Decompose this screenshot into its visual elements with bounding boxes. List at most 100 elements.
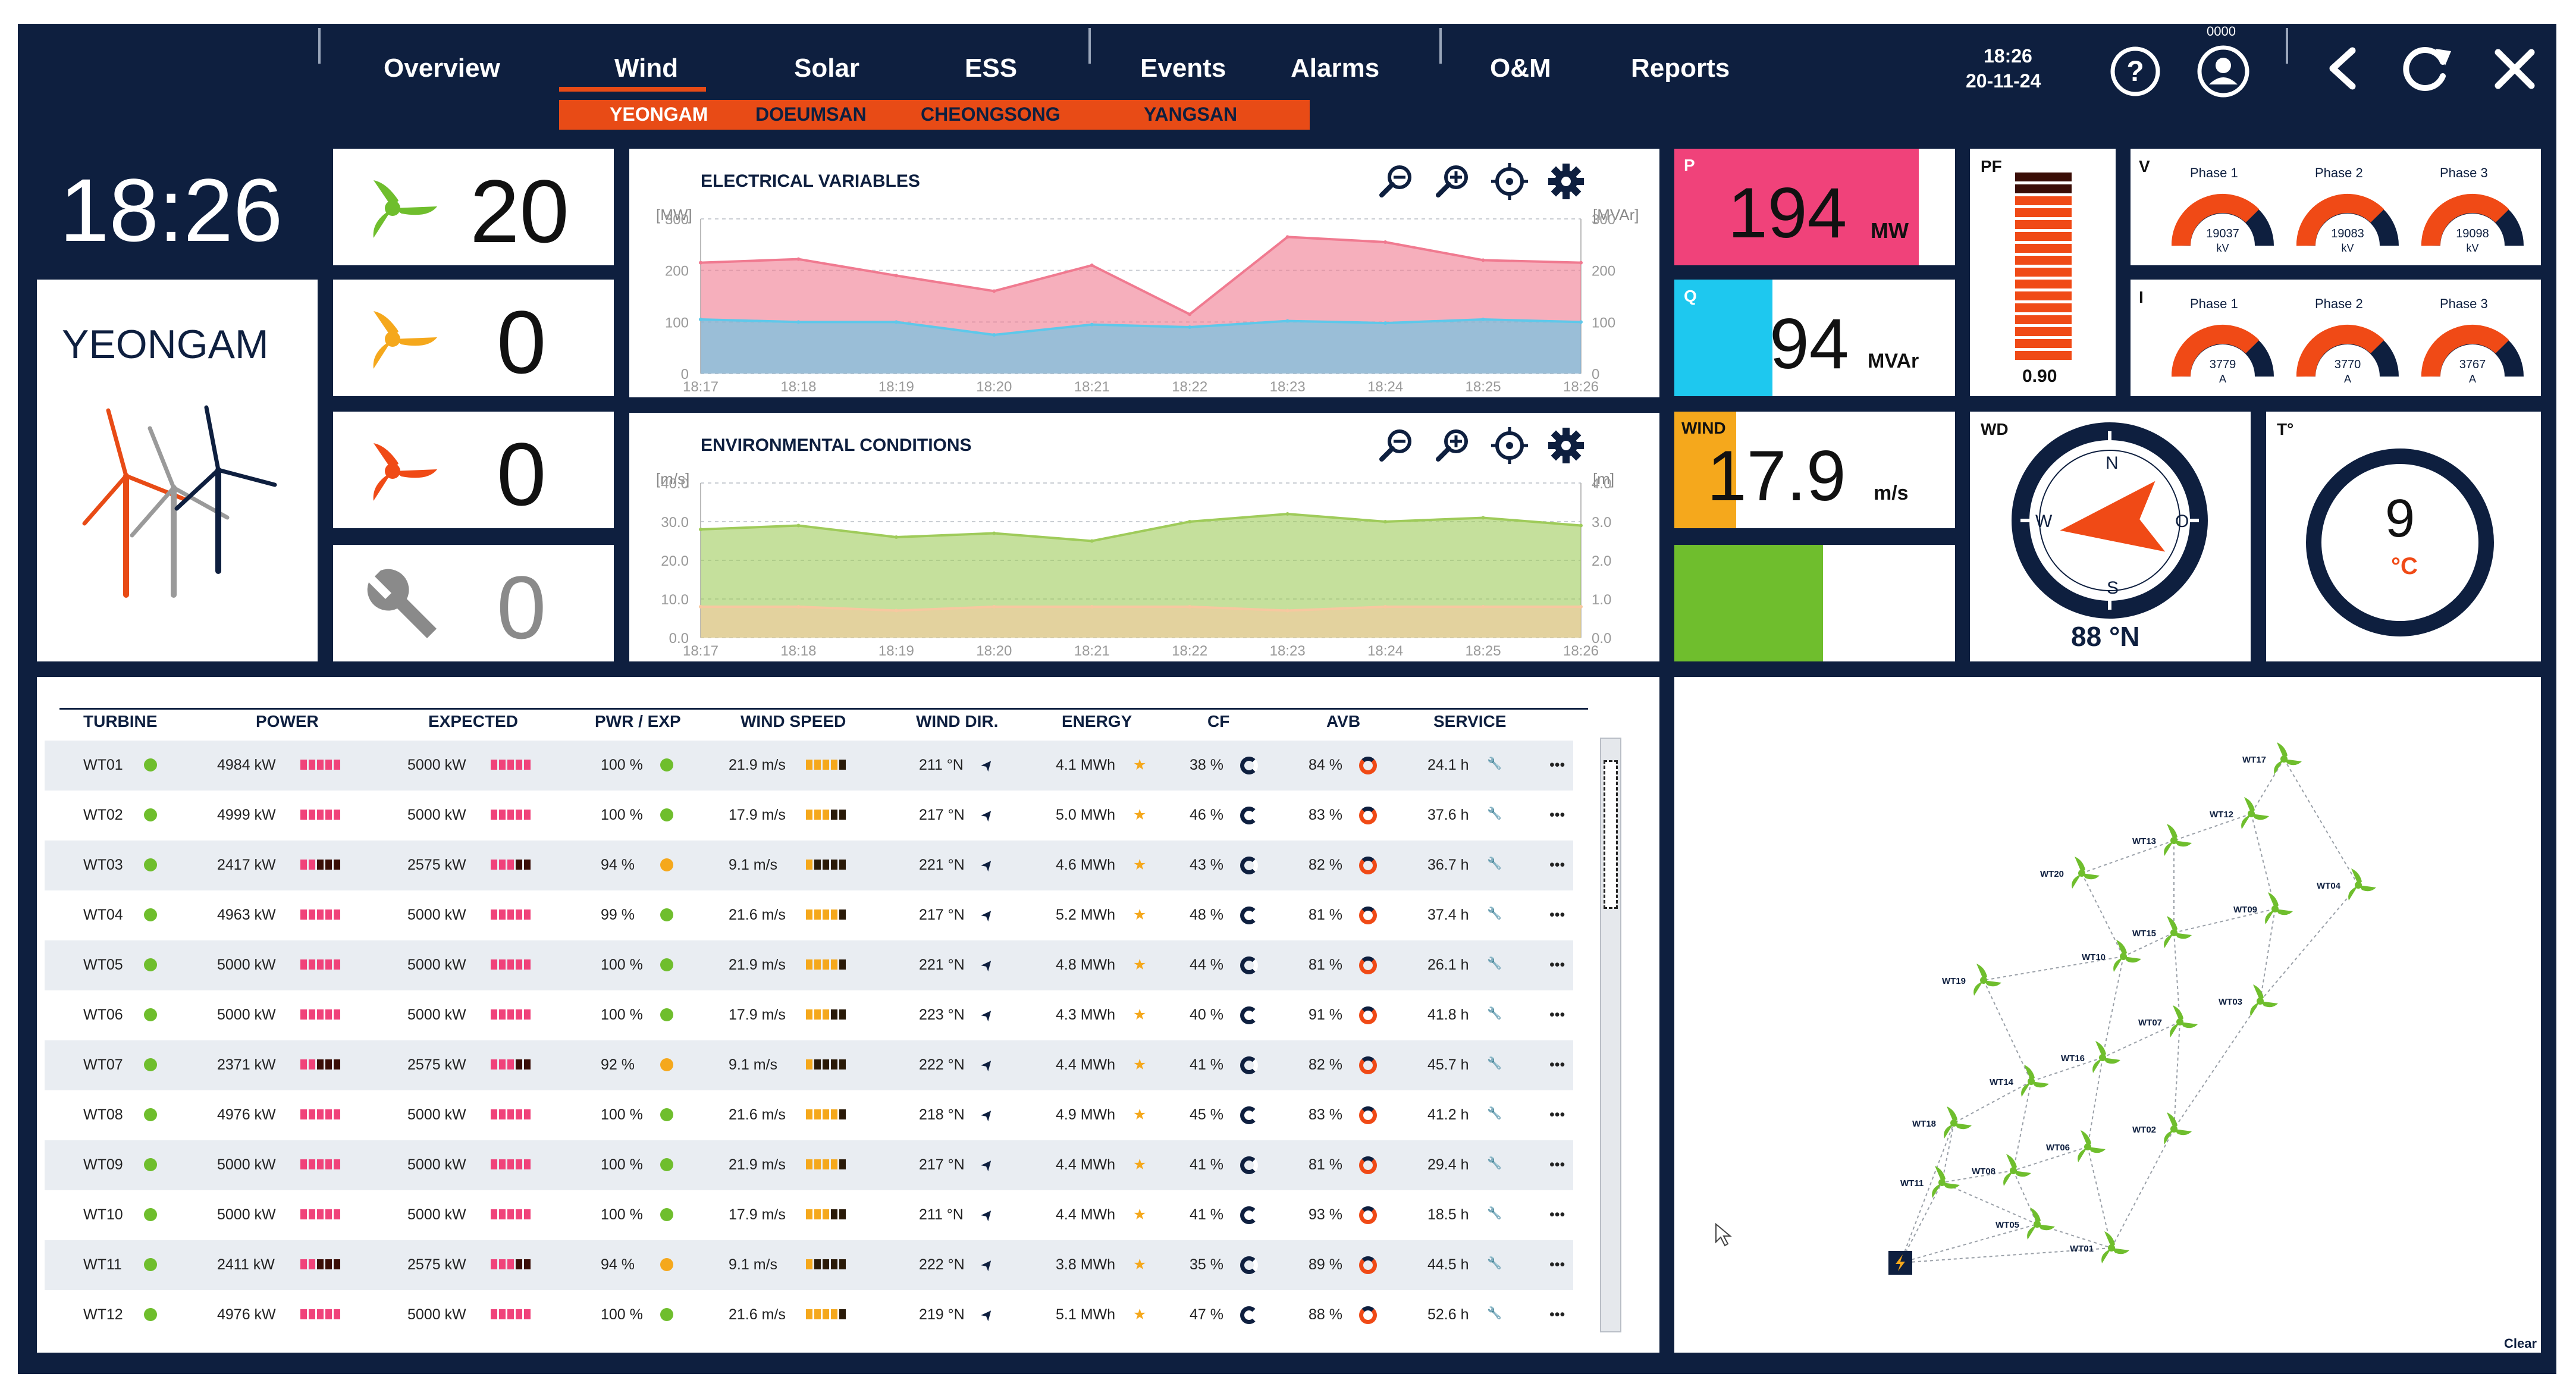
table-row[interactable]: WT01 4984 kW 5000 kW 100 % 21.9 m/s 211 °N ➤ 4.… (45, 741, 1573, 791)
active-power-unit: MW (1871, 218, 1909, 243)
row-menu-icon[interactable]: ••• (1549, 1306, 1565, 1323)
table-row[interactable]: WT12 4976 kW 5000 kW 100 % 21.6 m/s 219 °N ➤ 5.… (45, 1290, 1573, 1340)
bar-segment (309, 1259, 315, 1270)
table-header-cell[interactable]: SERVICE (1433, 712, 1507, 730)
table-scrollbar-thumb[interactable] (1604, 760, 1618, 909)
nav-overview[interactable]: Overview (384, 54, 500, 83)
map-turbine-icon[interactable]: WT18 (1912, 1106, 1972, 1138)
power-bars (300, 1159, 342, 1170)
status-maintenance-panel[interactable]: 0 (333, 545, 614, 661)
table-row[interactable]: WT07 2371 kW 2575 kW 92 % 9.1 m/s 222 °N ➤ 4.4 … (45, 1040, 1573, 1090)
nav-ess[interactable]: ESS (965, 54, 1018, 83)
row-menu-icon[interactable]: ••• (1549, 757, 1565, 773)
subnav-cheongsong[interactable]: CHEONGSONG (921, 104, 1060, 125)
help-icon[interactable]: ? (2109, 45, 2162, 98)
user-icon[interactable] (2195, 43, 2252, 100)
zoom-out-icon[interactable] (1376, 425, 1417, 466)
zoom-in-icon[interactable] (1432, 425, 1474, 466)
status-fault-panel[interactable]: 0 (333, 412, 614, 528)
table-row[interactable]: WT05 5000 kW 5000 kW 100 % 21.9 m/s 221 °N ➤ 4.… (45, 940, 1573, 990)
map-turbine-icon[interactable]: WT03 (2219, 984, 2278, 1017)
map-turbine-icon[interactable]: WT14 (1990, 1065, 2049, 1097)
row-menu-icon[interactable]: ••• (1549, 1006, 1565, 1023)
status-running-panel[interactable]: 20 (333, 149, 614, 265)
table-header-cell[interactable]: ENERGY (1062, 712, 1132, 730)
row-menu-icon[interactable]: ••• (1549, 1056, 1565, 1073)
row-menu-icon[interactable]: ••• (1549, 807, 1565, 823)
map-turbine-icon[interactable]: WT10 (2082, 940, 2141, 972)
map-clear-button[interactable]: Clear (2504, 1336, 2537, 1351)
table-header-cell[interactable]: WIND SPEED (741, 712, 846, 730)
table-row[interactable]: WT02 4999 kW 5000 kW 100 % 17.9 m/s 217 °N ➤ 5.… (45, 791, 1573, 840)
row-menu-icon[interactable]: ••• (1549, 907, 1565, 923)
map-turbine-icon[interactable]: WT04 (2317, 868, 2376, 901)
nav-wind[interactable]: Wind (614, 54, 679, 83)
table-row[interactable]: WT06 5000 kW 5000 kW 100 % 17.9 m/s 223 °N ➤ 4.… (45, 990, 1573, 1040)
nav-solar[interactable]: Solar (794, 54, 860, 83)
back-icon[interactable] (2320, 45, 2367, 92)
map-turbine-icon[interactable]: WT02 (2132, 1112, 2192, 1144)
nav-om[interactable]: O&M (1490, 54, 1551, 83)
zoom-out-icon[interactable] (1376, 161, 1417, 202)
close-icon[interactable] (2492, 46, 2537, 92)
avb-ring-icon (1359, 807, 1377, 824)
table-header-cell[interactable]: CF (1207, 712, 1230, 730)
zoom-in-icon[interactable] (1432, 161, 1474, 202)
target-icon[interactable] (1489, 425, 1530, 466)
bar-segment (300, 1009, 307, 1020)
row-menu-icon[interactable]: ••• (1549, 857, 1565, 873)
refresh-icon[interactable] (2400, 43, 2453, 94)
map-turbine-icon[interactable]: WT13 (2132, 824, 2192, 856)
site-subnav (559, 100, 1310, 130)
bar-segment (317, 909, 324, 920)
map-turbine-icon[interactable]: WT07 (2138, 1005, 2198, 1037)
map-turbine-icon[interactable]: WT08 (1972, 1154, 2031, 1186)
table-row[interactable]: WT04 4963 kW 5000 kW 99 % 21.6 m/s 217 °N ➤ 5.2… (45, 890, 1573, 940)
map-turbine-icon[interactable]: WT19 (1942, 964, 2001, 996)
table-row[interactable]: WT09 5000 kW 5000 kW 100 % 21.9 m/s 217 °N ➤ 4.… (45, 1140, 1573, 1190)
target-icon[interactable] (1489, 161, 1530, 202)
table-header-cell[interactable]: PWR / EXP (595, 712, 681, 730)
bar-segment (839, 1009, 846, 1020)
wind-dir-arrow-icon: ➤ (977, 1304, 998, 1325)
nav-alarms[interactable]: Alarms (1291, 54, 1380, 83)
table-header-cell[interactable]: EXPECTED (428, 712, 518, 730)
table-row[interactable]: WT08 4976 kW 5000 kW 100 % 21.6 m/s 218 °N ➤ 4.… (45, 1090, 1573, 1140)
row-menu-icon[interactable]: ••• (1549, 1256, 1565, 1273)
map-turbine-icon[interactable]: WT15 (2132, 916, 2192, 948)
gear-icon[interactable] (1545, 161, 1587, 202)
map-turbine-icon[interactable]: WT17 (2242, 742, 2302, 774)
table-row[interactable]: WT11 2411 kW 2575 kW 94 % 9.1 m/s 222 °N ➤ 3.8 … (45, 1240, 1573, 1290)
map-turbine-icon[interactable]: WT12 (2210, 797, 2269, 829)
table-header-cell[interactable]: WIND DIR. (916, 712, 999, 730)
table-header-cell[interactable]: TURBINE (83, 712, 158, 730)
table-row[interactable]: WT03 2417 kW 2575 kW 94 % 9.1 m/s 221 °N ➤ 4.6 … (45, 840, 1573, 890)
table-row[interactable]: WT10 5000 kW 5000 kW 100 % 17.9 m/s 211 °N ➤ 4.… (45, 1190, 1573, 1240)
nav-events[interactable]: Events (1140, 54, 1226, 83)
subnav-yangsan[interactable]: YANGSAN (1144, 104, 1238, 125)
table-scrollbar[interactable] (1600, 738, 1621, 1332)
map-turbine-icon[interactable]: WT05 (1995, 1208, 2055, 1240)
status-warning-panel[interactable]: 0 (333, 280, 614, 396)
pwr-exp-status-dot (660, 1258, 673, 1271)
row-menu-icon[interactable]: ••• (1549, 1206, 1565, 1223)
gear-icon[interactable] (1545, 425, 1587, 466)
map-turbine-icon[interactable]: WT09 (2233, 892, 2293, 924)
map-turbine-icon[interactable]: WT16 (2061, 1041, 2120, 1073)
row-menu-icon[interactable]: ••• (1549, 1106, 1565, 1123)
map-turbine-icon[interactable]: WT11 (1900, 1166, 1960, 1198)
table-header-cell[interactable]: AVB (1326, 712, 1361, 730)
table-header-cell[interactable]: POWER (256, 712, 319, 730)
map-turbine-icon[interactable]: WT01 (2070, 1231, 2129, 1263)
row-menu-icon[interactable]: ••• (1549, 1156, 1565, 1173)
subnav-doeumsan[interactable]: DOEUMSAN (755, 104, 867, 125)
site-panel: YEONGAM (37, 280, 318, 661)
subnav-yeongam[interactable]: YEONGAM (610, 104, 708, 125)
map-turbine-icon[interactable]: WT06 (2046, 1130, 2106, 1162)
cf-ring-icon (1240, 1056, 1258, 1074)
map-turbine-icon[interactable]: WT20 (2040, 857, 2100, 889)
power-value: 4976 kW (217, 1106, 276, 1123)
nav-reports[interactable]: Reports (1631, 54, 1730, 83)
row-menu-icon[interactable]: ••• (1549, 956, 1565, 973)
bar-segment (524, 760, 531, 770)
